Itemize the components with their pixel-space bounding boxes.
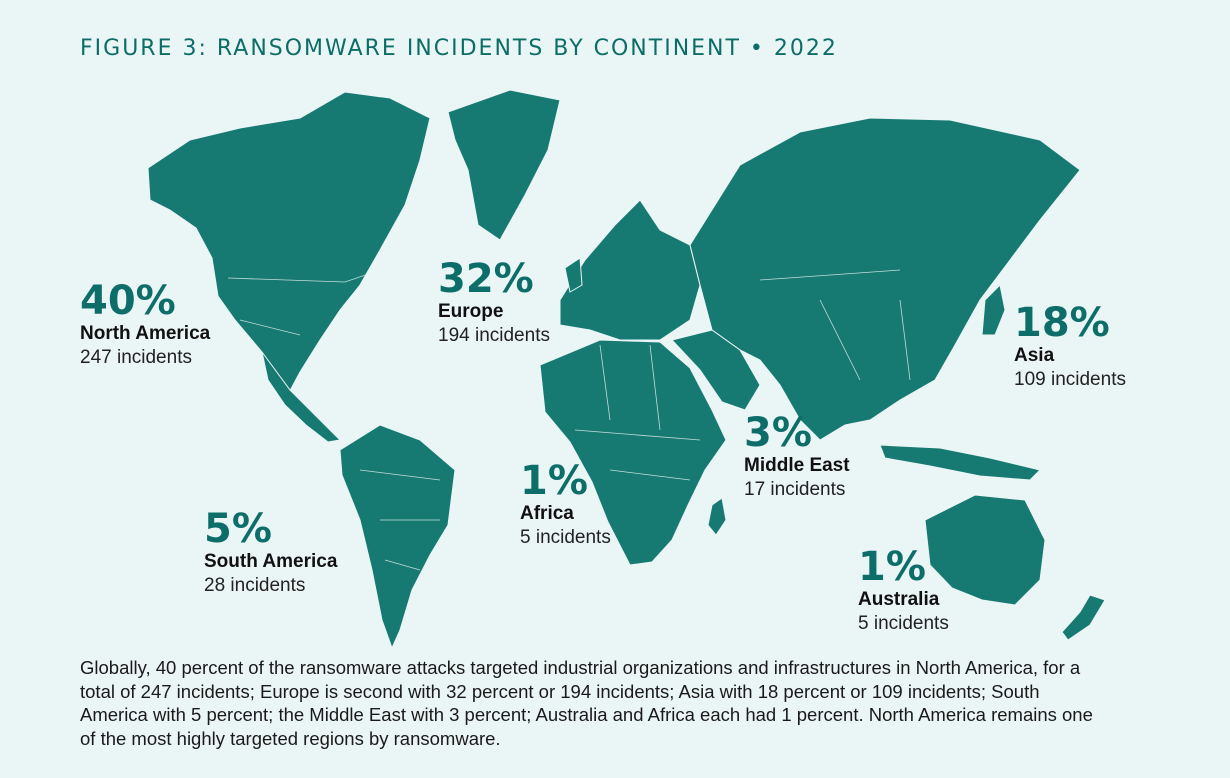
africa-percent: 1%	[520, 458, 588, 504]
asia-percent: 18%	[1014, 300, 1110, 346]
new-zealand-landmass	[1061, 594, 1106, 641]
asia-internal-borders	[759, 269, 911, 381]
australia-name: Australia	[858, 589, 940, 610]
region-middle-east: 3% Middle East 17 incidents	[744, 412, 850, 502]
north-america-name: North America	[80, 323, 211, 344]
australia-landmass	[924, 494, 1046, 606]
europe-name: Europe	[438, 301, 504, 322]
africa-internal-borders	[574, 344, 701, 481]
middle-east-name: Middle East	[744, 455, 850, 476]
figure-caption: Globally, 40 percent of the ransomware a…	[80, 657, 1093, 749]
region-north-america: 40% North America 247 incidents	[80, 280, 210, 370]
australia-incidents: 5 incidents	[858, 613, 949, 634]
europe-incidents: 194 incidents	[438, 325, 550, 346]
south-america-incidents: 28 incidents	[204, 575, 306, 596]
asia-name: Asia	[1014, 345, 1055, 366]
region-europe: 32% Europe 194 incidents	[438, 258, 550, 348]
europe-asia-border	[689, 244, 713, 331]
british-isles-landmass	[564, 257, 583, 293]
greenland-landmass	[447, 89, 561, 241]
australia-percent: 1%	[858, 544, 926, 590]
japan-landmass	[981, 283, 1006, 336]
us-canada-border	[227, 269, 381, 283]
madagascar-landmass	[707, 497, 727, 536]
middle-east-landmass	[671, 329, 761, 411]
region-australia: 1% Australia 5 incidents	[858, 546, 949, 636]
region-south-america: 5% South America 28 incidents	[204, 508, 337, 598]
south-america-landmass	[339, 424, 456, 650]
north-america-percent: 40%	[80, 278, 176, 324]
south-america-percent: 5%	[204, 506, 272, 552]
europe-percent: 32%	[438, 256, 534, 302]
south-america-name: South America	[204, 551, 338, 572]
middle-east-percent: 3%	[744, 410, 812, 456]
middle-east-incidents: 17 incidents	[744, 479, 846, 500]
south-america-internal-borders	[359, 469, 441, 571]
us-mexico-border	[239, 319, 301, 336]
asia-incidents: 109 incidents	[1014, 369, 1126, 390]
region-africa: 1% Africa 5 incidents	[520, 460, 611, 550]
north-america-landmass	[147, 91, 431, 401]
central-america-landmass	[261, 351, 342, 443]
asia-landmass	[689, 117, 1081, 441]
africa-incidents: 5 incidents	[520, 527, 611, 548]
north-america-incidents: 247 incidents	[80, 347, 192, 368]
indonesia-landmass	[879, 444, 1041, 481]
region-asia: 18% Asia 109 incidents	[1014, 302, 1126, 392]
figure-title: FIGURE 3: RANSOMWARE INCIDENTS BY CONTIN…	[80, 36, 838, 61]
africa-name: Africa	[520, 503, 574, 524]
africa-landmass	[539, 339, 727, 566]
